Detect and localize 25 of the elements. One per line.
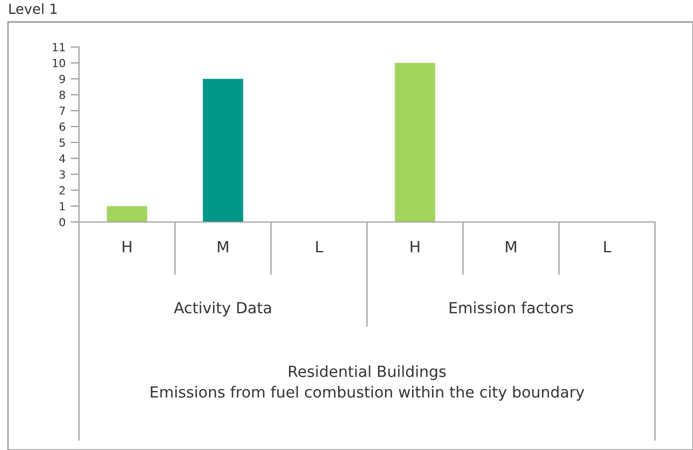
x-tick-label: L [604, 241, 612, 252]
text: Activity Data [174, 302, 271, 316]
y-tick-label: 0 [59, 218, 66, 226]
y-tick-label: 11 [52, 43, 65, 52]
bar [202, 78, 244, 222]
x-tick-label: H [122, 241, 132, 252]
y-tick-label: 7 [60, 106, 65, 115]
y-tick-label: 4 [59, 154, 66, 163]
x-tick-label: M [506, 241, 516, 252]
y-tick-label: 1 [60, 202, 65, 210]
bar [394, 62, 436, 222]
y-tick-label: 3 [60, 170, 65, 179]
bar [106, 206, 148, 222]
y-tick-label: 5 [60, 138, 65, 147]
text: Emission factors [450, 302, 574, 314]
y-tick-label: 9 [59, 74, 66, 84]
x-tick-label: M [218, 241, 228, 252]
y-tick-label: 10 [52, 58, 66, 68]
y-tick-label: 8 [59, 90, 66, 100]
y-tick-label: 2 [60, 186, 65, 194]
x-tick-label: L [316, 241, 324, 252]
y-tick-label: 6 [60, 122, 66, 131]
chart-title: Level 1 [9, 3, 57, 14]
x-tick-label: H [410, 241, 420, 252]
text: Residential Buildings Emissions from fuel combustion within the city boundary [150, 365, 584, 401]
